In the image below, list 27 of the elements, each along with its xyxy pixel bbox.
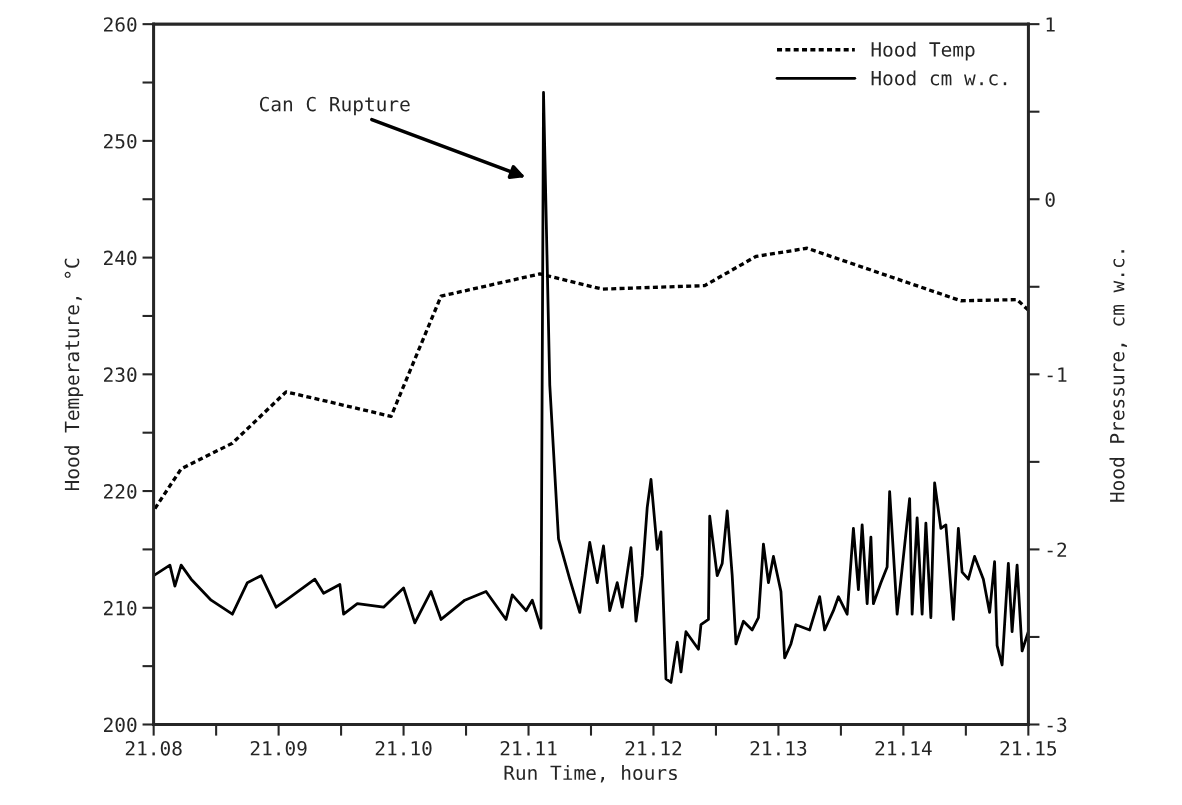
annotation: Can C Rupture xyxy=(259,96,410,116)
x-tick-label: 21.13 xyxy=(750,740,807,756)
line-series xyxy=(153,91,1029,684)
x-tick-label: 21.12 xyxy=(625,740,682,756)
y2-tick-label: -1 xyxy=(1047,367,1067,382)
y-tick-label: 240 xyxy=(104,250,137,266)
y-tick-label: 260 xyxy=(104,17,137,32)
x-tick-label: 21.15 xyxy=(1000,740,1057,756)
x-tick-label: 21.10 xyxy=(375,740,432,756)
y-tick-label: 220 xyxy=(104,484,137,499)
x-axis-title: Run Time, hours xyxy=(504,765,677,783)
legend-label: Hood Temp xyxy=(871,41,975,61)
y2-tick-label: -2 xyxy=(1047,542,1067,557)
x-tick-label: 21.08 xyxy=(125,740,182,756)
y2-tick-label: 0 xyxy=(1045,192,1055,207)
y-tick-label: 230 xyxy=(104,367,137,383)
y2-tick-label: -3 xyxy=(1047,717,1067,733)
x-tick-label: 21.11 xyxy=(500,740,557,756)
x-tick-label: 21.14 xyxy=(875,740,932,756)
y-tick-label: 200 xyxy=(104,717,137,733)
y2-tick-label: 1 xyxy=(1046,17,1055,32)
y-axis-title: Hood Temperature, °C xyxy=(64,258,84,491)
y2-axis-title: Hood Pressure, cm w.c. xyxy=(1109,250,1127,502)
y-tick-label: 210 xyxy=(104,600,137,616)
x-tick-label: 21.09 xyxy=(250,740,307,756)
y-tick-label: 250 xyxy=(104,133,137,149)
legend-label: Hood cm w.c. xyxy=(871,70,1007,86)
